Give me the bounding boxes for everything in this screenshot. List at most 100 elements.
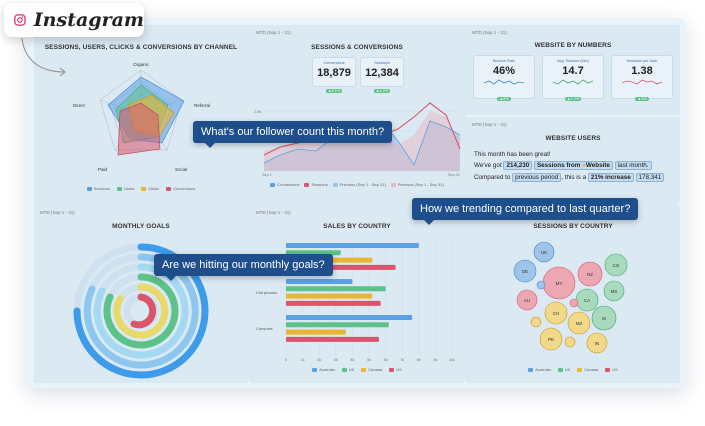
legend-item: Users xyxy=(116,186,134,191)
monthly-goals-card: MTD (Sep 1 - 31) MONTHLY GOALS xyxy=(34,205,248,383)
radar-axis-direct: Direct xyxy=(73,103,86,108)
bubble-label: MZ xyxy=(576,321,583,326)
bar-canada-consoles[interactable] xyxy=(286,329,346,335)
increase-chip[interactable]: 21% increase xyxy=(587,173,634,182)
x-tick: 0 xyxy=(285,358,287,362)
x-tick: 4k xyxy=(350,358,354,362)
sessions-country-legend: Australia UK Canada US xyxy=(466,367,680,372)
bar-uk-consoles[interactable] xyxy=(286,322,389,328)
sales-by-country-card: MTD (Sep 1 - 31) SALES BY COUNTRY 0 1k 2k 3… xyxy=(250,205,464,383)
x-tick: 9k xyxy=(433,358,437,362)
bubble-label: CH xyxy=(553,311,560,316)
bar-canada-cell-phones[interactable] xyxy=(286,293,373,299)
bubble-label: UK xyxy=(541,250,547,255)
bubble-label: CA xyxy=(584,298,590,303)
bar-australia-books[interactable] xyxy=(286,243,419,248)
legend-item: Clicks xyxy=(141,186,159,191)
bubble-label: MX xyxy=(611,289,618,294)
x-tick: 10k xyxy=(449,358,455,362)
bar-australia-cell-phones[interactable] xyxy=(286,279,353,284)
radar-axis-paid: Paid xyxy=(98,167,108,172)
sessions-line-chart: 2.5K 1.5K Sep 1 Sep 31 xyxy=(254,102,461,177)
radar-series-conversions xyxy=(117,102,161,156)
radar-axis-social: Social xyxy=(175,167,187,172)
question-bubble-followers: What's our follower count this month? xyxy=(193,121,393,148)
x-tick: 5k xyxy=(367,358,371,362)
x-tick: 6k xyxy=(384,358,388,362)
goal-ring xyxy=(130,293,157,329)
category-label: Consoles xyxy=(256,326,273,331)
radar-title: SESSIONS, USERS, CLICKS & CONVERSIONS BY… xyxy=(44,44,238,51)
question-bubble-goals: Are we hitting our monthly goals? xyxy=(154,254,333,281)
x-tick: 3k xyxy=(334,358,338,362)
x-tick: 7k xyxy=(400,358,404,362)
sessions-from-chip[interactable]: Sessions from ●Website xyxy=(533,161,613,170)
sparkline xyxy=(553,79,593,85)
x-tick: Sep 31 xyxy=(448,173,460,177)
website-users-title: WEBSITE USERS xyxy=(545,135,601,142)
date-filter-dropdown[interactable]: MTD (Sep 1 - 31) xyxy=(256,210,291,215)
previous-period-chip[interactable]: previous period xyxy=(512,173,562,182)
bubble-chart: UK DE MY NZ CG AU CA MX CH MZ SI PE IN xyxy=(513,241,628,354)
sales-bar-chart: 01k2k3k4k5k6k7k8k9k10kBooksCell phonesCo… xyxy=(256,240,455,362)
goals-radial-chart xyxy=(73,243,209,379)
last-month-chip[interactable]: last month. xyxy=(614,161,652,170)
instagram-wordmark: Instagram xyxy=(33,9,144,31)
sessions-by-country-title: SESSIONS BY COUNTRY xyxy=(533,223,613,230)
goal-ring xyxy=(113,283,169,339)
website-users-line2: We've got 214,230 Sessions from ●Website… xyxy=(474,161,652,170)
x-tick: 2k xyxy=(317,358,321,362)
sales-legend: Australia UK Canada US xyxy=(250,367,464,372)
sessions-by-country-card: SESSIONS BY COUNTRY UK DE MY NZ CG AU CA… xyxy=(466,205,680,383)
prev-value-chip[interactable]: 178,341 xyxy=(635,173,665,182)
bubble-label: SI xyxy=(602,316,606,321)
kpi-sessions: Sessions 12,384 ▲4.2% xyxy=(360,57,404,93)
x-tick: 1k xyxy=(301,358,305,362)
date-filter-dropdown[interactable]: MTD (Sep 1 - 31) xyxy=(472,30,507,35)
legend-item: Conversions xyxy=(166,186,195,191)
date-filter-dropdown[interactable]: MTD (Sep 1 - 31) xyxy=(256,30,291,35)
x-tick: Sep 1 xyxy=(262,173,272,177)
instagram-icon xyxy=(14,14,26,26)
website-users-line3: Compared to previous period, this is a 2… xyxy=(474,173,665,182)
radar-axis-organic: Organic xyxy=(133,62,150,67)
date-filter-dropdown[interactable]: MTD (Sep 1 - 31) xyxy=(472,122,507,127)
y-tick: 2.5K xyxy=(254,110,262,114)
legend-item: Sessions xyxy=(86,186,110,191)
instagram-badge: Instagram xyxy=(4,3,144,37)
radar-card: SESSIONS, USERS, CLICKS & CONVERSIONS BY… xyxy=(34,25,248,203)
sessions-conversions-title: SESSIONS & CONVERSIONS xyxy=(311,44,403,51)
kpi-bounce-rate: Bounce Rate 46% ▲8% xyxy=(473,55,535,101)
website-numbers-card: MTD (Sep 1 - 31) WEBSITE BY NUMBERS Boun… xyxy=(466,25,680,203)
users-value[interactable]: 214,230 xyxy=(503,161,533,170)
bubble-label: NZ xyxy=(587,272,593,277)
bubble-label: CG xyxy=(613,263,620,268)
bubble-label: DE xyxy=(522,269,528,274)
kpi-sessions-per-user: Sessions per User 1.38 ▲4% xyxy=(611,55,673,101)
bubble-label: IN xyxy=(595,341,600,346)
bubble-label: AU xyxy=(524,298,530,303)
bar-us-consoles[interactable] xyxy=(286,336,379,342)
sparkline xyxy=(484,79,524,85)
sessions-legend: Conversions Sessions Previous (Sep 1 - S… xyxy=(250,182,464,187)
goal-ring xyxy=(103,273,179,349)
monthly-goals-title: MONTHLY GOALS xyxy=(112,223,170,230)
question-bubble-trending: How we trending compared to last quarter… xyxy=(412,198,639,225)
bubble-label: PE xyxy=(548,337,554,342)
sparkline xyxy=(622,79,662,85)
category-label: Cell phones xyxy=(256,290,277,295)
bar-us-cell-phones[interactable] xyxy=(286,300,381,306)
website-numbers-title: WEBSITE BY NUMBERS xyxy=(534,42,612,49)
bubble-label: MY xyxy=(556,281,563,286)
website-users-card: MTD (Sep 1 - 31) WEBSITE USERS This mont… xyxy=(466,115,680,203)
bar-uk-cell-phones[interactable] xyxy=(286,286,386,292)
website-users-line1: This month has been great! xyxy=(474,151,551,158)
bar-australia-consoles[interactable] xyxy=(286,315,413,320)
sales-by-country-title: SALES BY COUNTRY xyxy=(323,223,391,230)
radar-chart: Organic Referral Social Paid Direct xyxy=(73,62,210,172)
radar-legend: Sessions Users Clicks Conversions xyxy=(34,186,248,191)
kpi-avg-session: Avg. Session (Min) 14.7 ▲1.2% xyxy=(542,55,604,101)
date-filter-dropdown[interactable]: MTD (Sep 1 - 31) xyxy=(40,210,75,215)
radar-axis-referral: Referral xyxy=(194,103,210,108)
